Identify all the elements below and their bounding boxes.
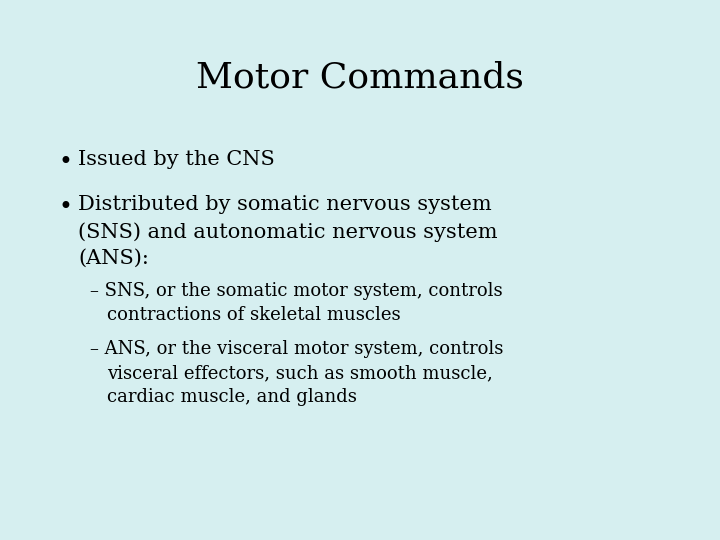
- Text: (SNS) and autonomatic nervous system: (SNS) and autonomatic nervous system: [78, 222, 498, 242]
- Text: – SNS, or the somatic motor system, controls: – SNS, or the somatic motor system, cont…: [90, 282, 503, 300]
- Text: cardiac muscle, and glands: cardiac muscle, and glands: [107, 388, 357, 406]
- Text: visceral effectors, such as smooth muscle,: visceral effectors, such as smooth muscl…: [107, 364, 492, 382]
- Text: Motor Commands: Motor Commands: [196, 60, 524, 94]
- Text: Issued by the CNS: Issued by the CNS: [78, 150, 275, 169]
- Text: •: •: [58, 195, 72, 219]
- Text: Distributed by somatic nervous system: Distributed by somatic nervous system: [78, 195, 492, 214]
- Text: contractions of skeletal muscles: contractions of skeletal muscles: [107, 306, 400, 324]
- Text: (ANS):: (ANS):: [78, 249, 149, 268]
- Text: – ANS, or the visceral motor system, controls: – ANS, or the visceral motor system, con…: [90, 340, 503, 358]
- Text: •: •: [58, 150, 72, 174]
